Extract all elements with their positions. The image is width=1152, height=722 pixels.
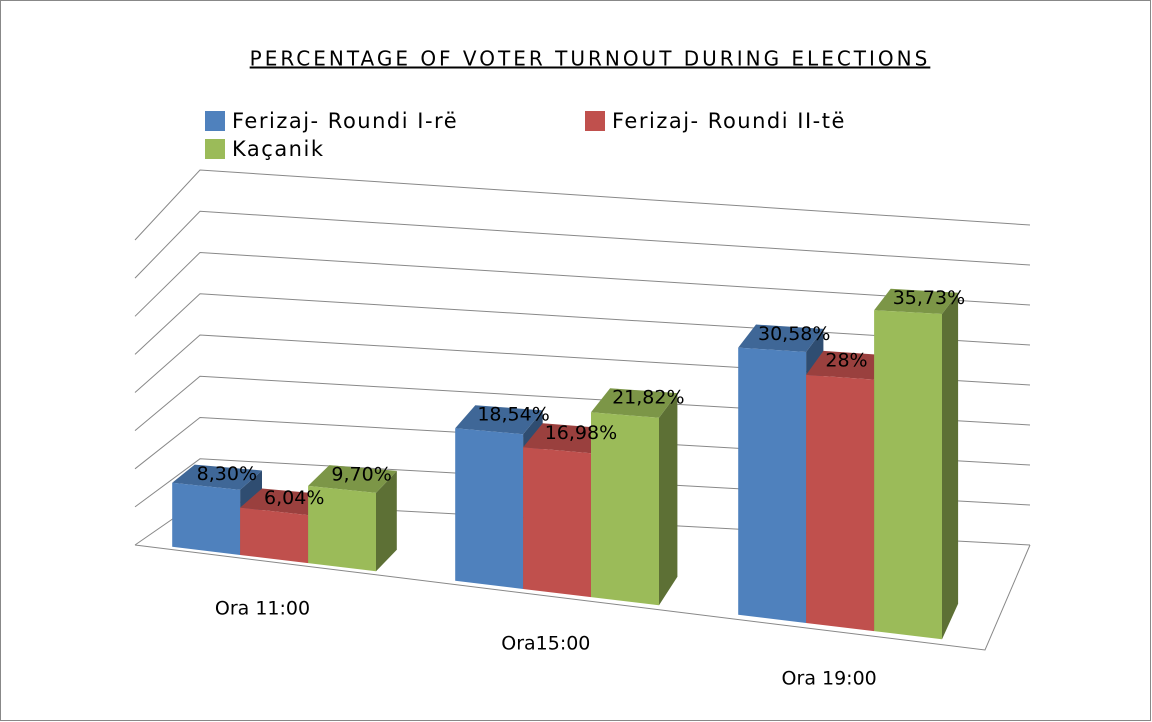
bar-top (806, 350, 891, 380)
value-label: 6,04% (264, 487, 324, 509)
value-label: 9,70% (331, 464, 391, 486)
bar-top (455, 405, 543, 435)
bar (591, 412, 659, 606)
legend-swatch (205, 139, 225, 159)
legend-label: Ferizaj- Roundi I-rë (232, 109, 458, 133)
bar-side (659, 393, 678, 606)
bar-top (172, 464, 262, 490)
value-label: 21,82% (612, 387, 684, 409)
bar-top (240, 488, 330, 516)
value-label: 18,54% (477, 404, 549, 426)
bar-top (738, 324, 824, 352)
bar (874, 310, 942, 640)
value-label: 8,30% (197, 463, 257, 485)
value-label: 16,98% (545, 422, 617, 444)
grid-line (134, 293, 1031, 355)
bar-top (591, 388, 678, 418)
bar-top (874, 288, 959, 314)
legend-label: Kaçanik (232, 137, 325, 161)
value-label: 35,73% (893, 287, 965, 309)
x-tick-label: Ora 19:00 (782, 667, 877, 689)
bar (738, 347, 807, 623)
bar (806, 374, 874, 632)
bar (455, 428, 524, 589)
chart-title: PERCENTAGE OF VOTER TURNOUT DURING ELECT… (250, 47, 931, 71)
legend-label: Ferizaj- Roundi II-të (612, 109, 846, 133)
bar (523, 447, 591, 598)
legend-swatch (205, 111, 225, 131)
bar (308, 485, 376, 572)
value-label: 30,58% (758, 323, 830, 345)
x-tick-label: Ora15:00 (501, 632, 590, 654)
bar-top (523, 423, 611, 454)
value-label: 28% (825, 349, 867, 371)
x-tick-label: Ora 11:00 (215, 597, 310, 619)
legend-swatch (585, 111, 605, 131)
bar-top (308, 465, 397, 493)
bar-side (376, 470, 397, 572)
bar (240, 507, 309, 564)
bar-side (942, 292, 959, 640)
bar (172, 482, 241, 555)
floor-edge (134, 544, 1031, 651)
grid-line (134, 169, 1031, 241)
grid-line (134, 251, 1031, 317)
grid-line (134, 210, 1031, 279)
